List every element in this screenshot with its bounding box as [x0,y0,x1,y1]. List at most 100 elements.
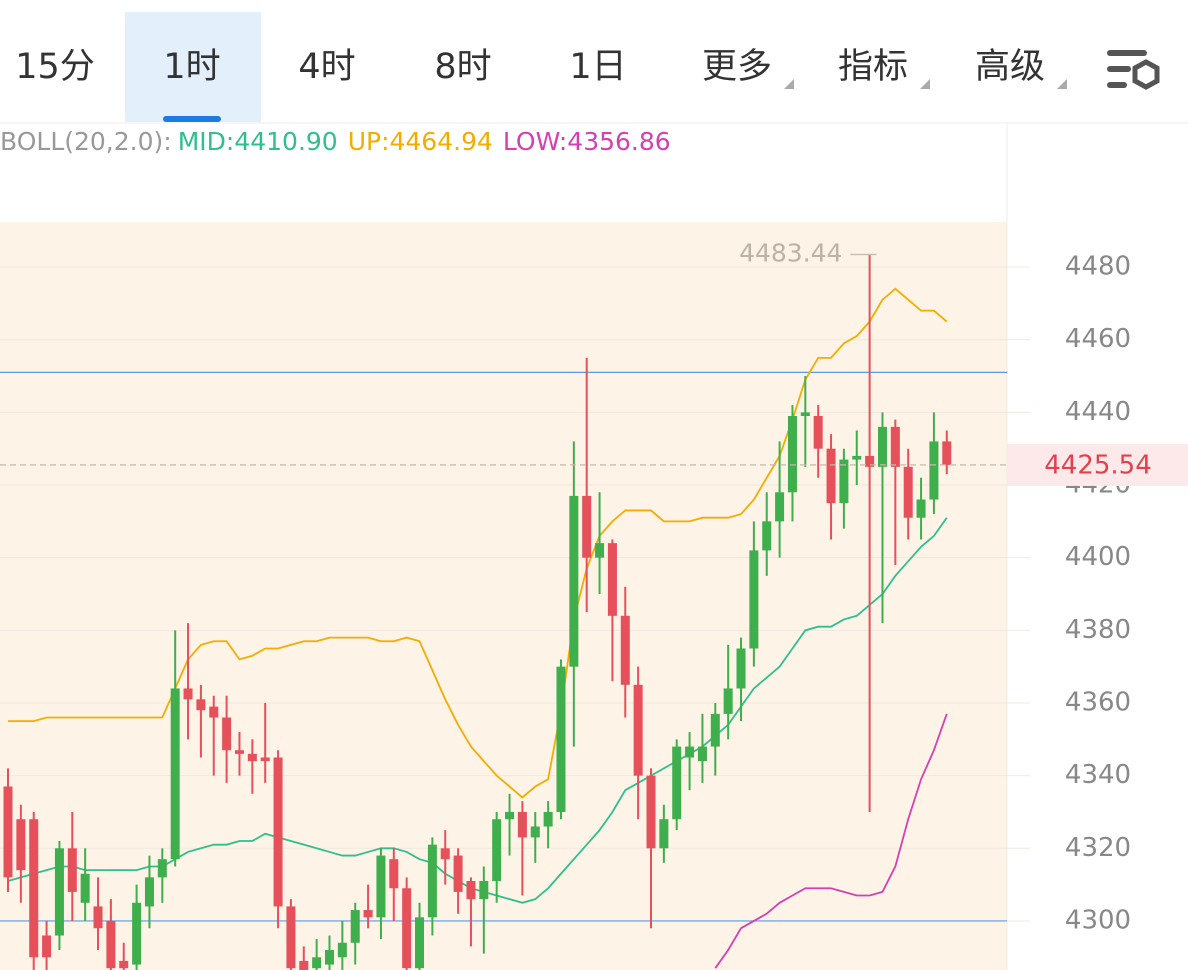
candle-body [260,757,270,762]
dropdown-arrow [1057,79,1067,89]
y-tick-label: 4380 [1065,615,1131,645]
plot [0,254,1007,970]
candle-body [916,499,926,518]
indicator-label: BOLL(20,2.0): [0,127,172,156]
candle-body [787,415,797,493]
tab[interactable]: 更多 [702,47,772,87]
candle-body [865,455,875,467]
icon-bar [1107,50,1147,56]
candle-body [234,750,244,754]
candle-body [852,455,862,460]
candle-body [196,699,206,711]
candle-body [646,775,656,849]
legend-entry: UP:4464.94 [348,127,493,156]
candle-body [286,906,296,969]
candle-body [736,648,746,689]
icon-bar [1107,82,1127,88]
candle-body [415,917,425,969]
tab[interactable]: 15分 [15,47,95,87]
candle-body [569,495,579,667]
candle-body [402,888,412,969]
candle-body [299,960,309,970]
y-tick-label: 4460 [1065,324,1131,354]
candle-body [903,466,913,518]
dropdown-arrow [920,79,930,89]
candle-body [839,459,849,504]
tab[interactable]: 8时 [434,47,491,87]
candle-body [350,910,360,943]
candle-body [890,426,900,467]
candle-body [440,848,450,860]
selected-tab-underline [163,116,221,122]
tab[interactable]: 1日 [569,47,626,87]
tab[interactable]: 1时 [163,47,220,87]
candle-body [633,684,643,776]
candle-body [312,957,322,969]
candle-body [183,688,193,700]
last-price-label: 4425.54 [1044,450,1152,480]
candle-body [42,935,52,958]
candle-body [132,902,142,965]
candle-body [762,521,772,551]
tab[interactable]: 高级 [975,47,1045,87]
candle-body [582,495,592,558]
candle-body [749,550,759,649]
candle-body [697,746,707,762]
candle-body [144,877,154,907]
last-price-tag [1007,443,1188,486]
candle-body [505,811,515,820]
plot-area [0,222,1007,970]
settings-icon[interactable] [1107,50,1160,90]
candle-body [54,848,64,936]
candle-body [157,859,167,878]
candle-body [119,960,129,969]
candle-body [363,910,373,918]
candle-body [247,753,257,762]
legend: BOLL(20,2.0): MID:4410.90 UP:4464.94 LOW:43… [0,127,671,156]
candle-body [929,441,939,500]
candle-body [337,942,347,958]
candle-body [942,441,952,465]
candle-body [3,786,13,878]
y-tick-label: 4300 [1065,905,1131,935]
candle-body [877,426,887,467]
candle-body [170,688,180,860]
legend-text: BOLL(20,2.0): MID:4410.90 UP:4464.94 LOW:43… [0,127,671,156]
tab[interactable]: 指标 [838,47,908,87]
selected-tab-bg [125,12,261,122]
y-tick-label: 4400 [1065,542,1131,572]
band-line [714,713,948,969]
candle-body [67,848,77,892]
icon-hex [1132,59,1160,90]
legend-entry: LOW:4356.86 [503,127,671,156]
candle-body [479,880,489,900]
tab[interactable]: 4时 [298,47,355,87]
candle-body [273,757,283,907]
candle-body [325,950,334,965]
candle-body [517,811,527,838]
y-tick-label: 4320 [1065,833,1131,863]
y-tick-label: 4360 [1065,687,1131,717]
candle-body [595,543,605,558]
candle-body [466,880,476,900]
candle-body [800,412,810,416]
candle-body [543,811,553,827]
tabs: 15分 1时 4时 8时 1日 更多 指标 高级 [15,47,1045,87]
candle-body [775,492,785,522]
candle-body [93,906,103,929]
candle-body [106,920,116,969]
candle-body [710,713,720,747]
candle-body [813,415,823,449]
y-tick-label: 4480 [1065,252,1131,282]
candle-body [80,873,90,903]
candle-body [29,819,39,958]
candle-body [389,859,399,889]
candle-body [672,746,682,820]
candle-body [685,746,695,758]
candle-body [427,844,437,918]
candle-body [492,819,502,881]
candle-body [826,448,836,504]
candle-body [556,666,566,812]
dropdown-arrow [784,79,794,89]
candle-body [530,826,540,838]
